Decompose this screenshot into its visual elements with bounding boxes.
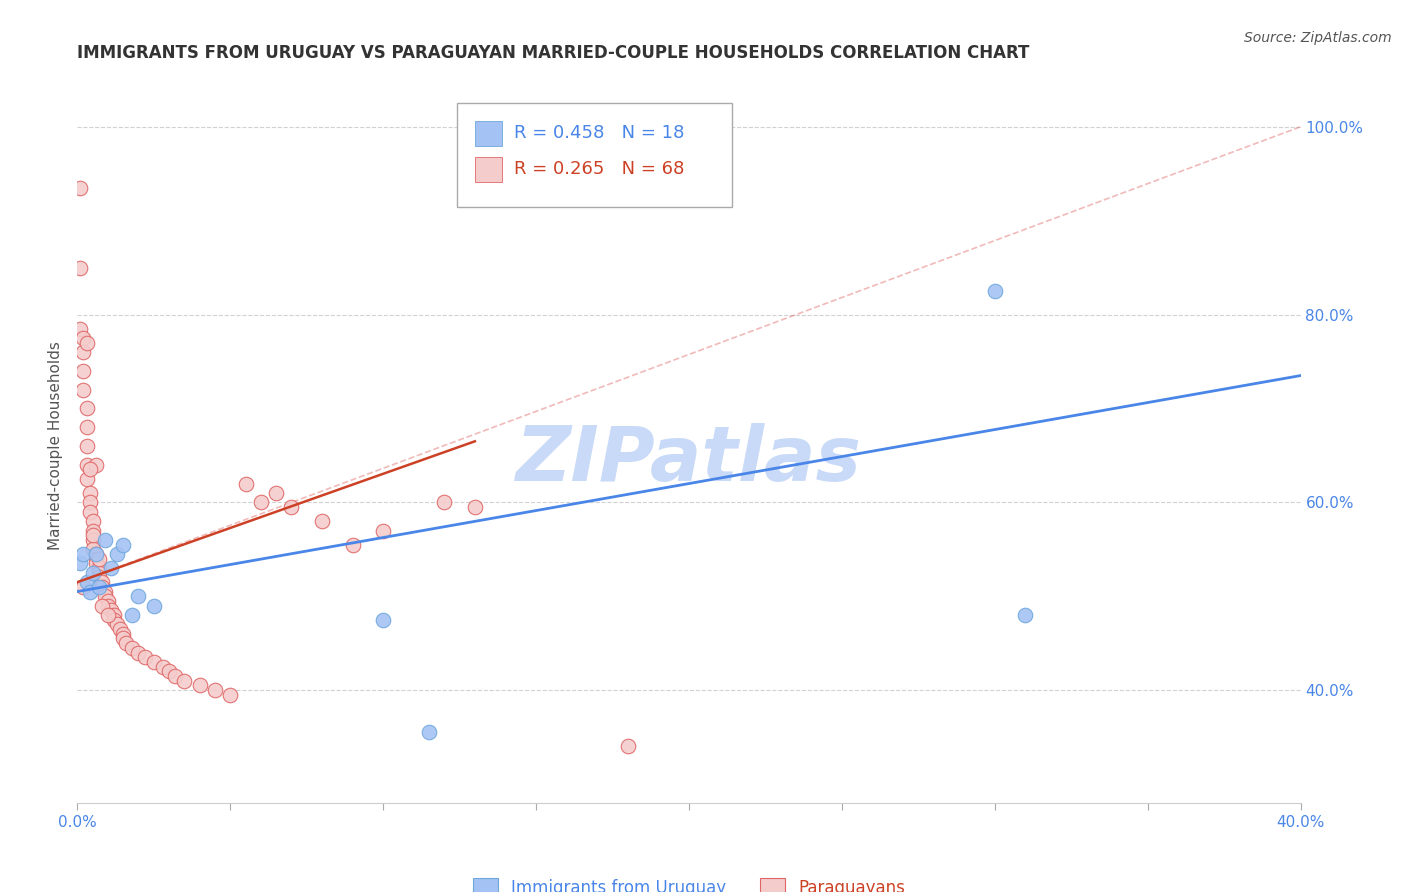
Point [371,524,394,538]
Point [90,580,112,594]
Point [103,607,125,622]
Point [72,547,94,561]
Text: R = 0.265   N = 68: R = 0.265 N = 68 [515,161,685,178]
Point [105,547,128,561]
Point [87,551,110,566]
Point [418,725,440,739]
Point [82,528,104,542]
Point [97,599,120,613]
Text: Source: ZipAtlas.com: Source: ZipAtlas.com [1244,31,1392,45]
Point [72,345,94,359]
Point [235,476,257,491]
Point [76,335,98,350]
Point [134,650,156,665]
Text: R = 0.458   N = 18: R = 0.458 N = 18 [515,125,685,143]
FancyBboxPatch shape [457,103,731,207]
Point [371,613,394,627]
Point [79,462,101,476]
Point [127,589,149,603]
Point [79,584,101,599]
Point [87,561,110,575]
Y-axis label: Married-couple Households: Married-couple Households [48,342,63,550]
Point [342,538,364,552]
Point [112,632,135,646]
Point [87,570,110,584]
Point [142,655,165,669]
Point [97,594,120,608]
Point [264,486,287,500]
Point [84,547,107,561]
Point [108,622,131,636]
Point [103,613,125,627]
Point [204,683,226,698]
Point [69,181,91,195]
Point [76,575,98,590]
Bar [475,157,502,182]
Point [90,599,112,613]
Point [72,331,94,345]
Point [219,688,242,702]
Point [90,575,112,590]
Point [69,557,91,571]
Point [94,584,117,599]
Point [100,561,122,575]
Point [76,472,98,486]
Point [82,566,104,580]
Point [84,557,107,571]
Point [984,284,1007,298]
Point [97,607,120,622]
Point [121,640,143,655]
Point [433,495,456,509]
Point [76,439,98,453]
Point [72,580,94,594]
Point [94,533,117,547]
Point [84,551,107,566]
Point [464,500,486,514]
Point [280,500,302,514]
Point [87,580,110,594]
Point [82,533,104,547]
Point [1014,607,1036,622]
Point [76,401,98,416]
Point [173,673,195,688]
Point [617,739,640,754]
Point [115,636,138,650]
Point [157,665,180,679]
Point [121,607,143,622]
Point [84,547,107,561]
Point [76,420,98,434]
Point [142,599,165,613]
Point [105,617,128,632]
Point [69,321,91,335]
Point [100,603,122,617]
Point [79,505,101,519]
Legend: Immigrants from Uruguay, Paraguayans: Immigrants from Uruguay, Paraguayans [467,871,911,892]
Point [112,538,135,552]
Bar [475,121,502,146]
Point [112,627,135,641]
Text: IMMIGRANTS FROM URUGUAY VS PARAGUAYAN MARRIED-COUPLE HOUSEHOLDS CORRELATION CHAR: IMMIGRANTS FROM URUGUAY VS PARAGUAYAN MA… [77,45,1029,62]
Point [72,383,94,397]
Point [72,364,94,378]
Point [82,542,104,557]
Point [87,566,110,580]
Point [79,495,101,509]
Point [165,669,187,683]
Point [69,260,91,275]
Point [188,678,211,692]
Point [79,486,101,500]
Point [127,646,149,660]
Point [82,524,104,538]
Point [250,495,273,509]
Point [76,458,98,472]
Point [152,659,174,673]
Point [82,514,104,528]
Text: ZIPatlas: ZIPatlas [516,424,862,497]
Point [94,589,117,603]
Point [311,514,333,528]
Point [84,458,107,472]
